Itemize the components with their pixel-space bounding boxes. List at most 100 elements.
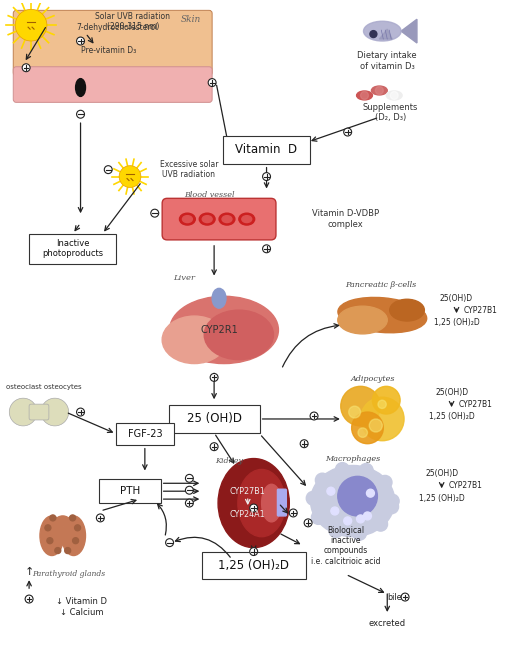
Circle shape <box>343 128 351 136</box>
Ellipse shape <box>237 470 285 537</box>
Circle shape <box>310 412 317 420</box>
Circle shape <box>304 519 312 527</box>
Text: Solar UVB radiation
(290-315 nm): Solar UVB radiation (290-315 nm) <box>95 12 170 31</box>
Circle shape <box>311 510 325 525</box>
Circle shape <box>185 474 193 483</box>
Circle shape <box>337 476 377 516</box>
Text: Liver: Liver <box>173 275 195 282</box>
Circle shape <box>369 30 376 37</box>
Circle shape <box>25 595 33 603</box>
Circle shape <box>165 539 173 547</box>
Circle shape <box>306 492 320 505</box>
Text: Inactive
photoproducts: Inactive photoproducts <box>42 239 103 258</box>
Circle shape <box>384 494 398 508</box>
FancyBboxPatch shape <box>223 136 310 163</box>
Text: Adipocytes: Adipocytes <box>349 375 394 383</box>
Circle shape <box>210 443 218 451</box>
Text: 25(OH)D: 25(OH)D <box>434 388 467 397</box>
Circle shape <box>73 537 78 544</box>
Circle shape <box>65 548 71 554</box>
Circle shape <box>210 373 218 381</box>
Circle shape <box>104 165 112 174</box>
Text: 1,25 (OH)₂D: 1,25 (OH)₂D <box>433 318 478 328</box>
Text: CYP24A1: CYP24A1 <box>229 510 265 519</box>
Text: osteoclast osteocytes: osteoclast osteocytes <box>7 384 82 390</box>
Circle shape <box>340 386 380 426</box>
Circle shape <box>352 526 366 540</box>
FancyBboxPatch shape <box>13 67 212 102</box>
Ellipse shape <box>162 316 226 364</box>
Circle shape <box>185 486 193 494</box>
Text: Pancreatic β-cells: Pancreatic β-cells <box>344 282 415 289</box>
Ellipse shape <box>310 466 394 537</box>
Circle shape <box>289 509 296 517</box>
Ellipse shape <box>199 213 215 225</box>
FancyBboxPatch shape <box>29 404 49 420</box>
Circle shape <box>359 463 372 477</box>
Polygon shape <box>400 19 416 43</box>
Text: 25 (OH)D: 25 (OH)D <box>186 413 241 426</box>
Text: Skin: Skin <box>181 15 201 24</box>
Text: 25(OH)D: 25(OH)D <box>424 469 458 478</box>
Circle shape <box>74 525 80 531</box>
FancyBboxPatch shape <box>13 10 212 76</box>
Ellipse shape <box>238 213 254 225</box>
Circle shape <box>389 92 397 99</box>
FancyBboxPatch shape <box>116 423 173 444</box>
Circle shape <box>262 245 270 253</box>
Circle shape <box>249 504 257 512</box>
Circle shape <box>369 419 382 432</box>
Circle shape <box>357 428 367 437</box>
Circle shape <box>351 412 383 444</box>
Ellipse shape <box>385 91 401 100</box>
Text: 7-dehydrocholesterol: 7-dehydrocholesterol <box>76 23 157 32</box>
Circle shape <box>343 517 351 525</box>
FancyBboxPatch shape <box>29 234 116 264</box>
Circle shape <box>208 79 216 87</box>
Circle shape <box>185 499 193 507</box>
Circle shape <box>41 398 69 426</box>
Circle shape <box>22 64 30 72</box>
Ellipse shape <box>222 216 231 223</box>
Text: excreted: excreted <box>368 620 405 629</box>
Text: 1,25 (OH)₂D: 1,25 (OH)₂D <box>418 494 464 503</box>
Text: Supplements
(D₂, D₃): Supplements (D₂, D₃) <box>362 103 417 122</box>
Ellipse shape <box>56 516 70 526</box>
Ellipse shape <box>337 306 386 334</box>
Text: FGF-23: FGF-23 <box>127 429 162 439</box>
Text: CYP27B1: CYP27B1 <box>229 486 265 495</box>
Circle shape <box>328 524 342 537</box>
Ellipse shape <box>356 91 372 100</box>
Circle shape <box>348 406 360 418</box>
Text: Pre-vitamin D₃: Pre-vitamin D₃ <box>81 47 136 56</box>
Circle shape <box>330 507 338 515</box>
FancyBboxPatch shape <box>99 479 161 503</box>
Text: Macrophages: Macrophages <box>324 455 379 463</box>
Text: Excessive solar
UVB radiation: Excessive solar UVB radiation <box>160 160 218 180</box>
Circle shape <box>45 525 51 531</box>
Text: CYP27B1: CYP27B1 <box>458 400 491 409</box>
Text: ↑: ↑ <box>24 567 34 578</box>
Circle shape <box>377 475 391 489</box>
Text: CYP2R1: CYP2R1 <box>200 325 237 335</box>
Ellipse shape <box>212 288 226 308</box>
Circle shape <box>360 397 403 441</box>
Ellipse shape <box>218 459 289 548</box>
Ellipse shape <box>182 216 192 223</box>
Circle shape <box>373 517 387 531</box>
Ellipse shape <box>169 297 278 364</box>
Circle shape <box>76 37 84 45</box>
FancyBboxPatch shape <box>277 489 286 516</box>
Ellipse shape <box>371 86 386 95</box>
Circle shape <box>70 515 75 521</box>
Circle shape <box>47 537 53 544</box>
Circle shape <box>150 209 159 217</box>
Circle shape <box>15 9 47 41</box>
Ellipse shape <box>219 213 234 225</box>
Circle shape <box>356 515 364 523</box>
Text: Parathyroid glands: Parathyroid glands <box>32 570 105 578</box>
Circle shape <box>262 172 270 180</box>
Polygon shape <box>379 29 391 39</box>
Ellipse shape <box>62 516 85 556</box>
Text: Dietary intake
of vitamin D₃: Dietary intake of vitamin D₃ <box>357 51 416 70</box>
